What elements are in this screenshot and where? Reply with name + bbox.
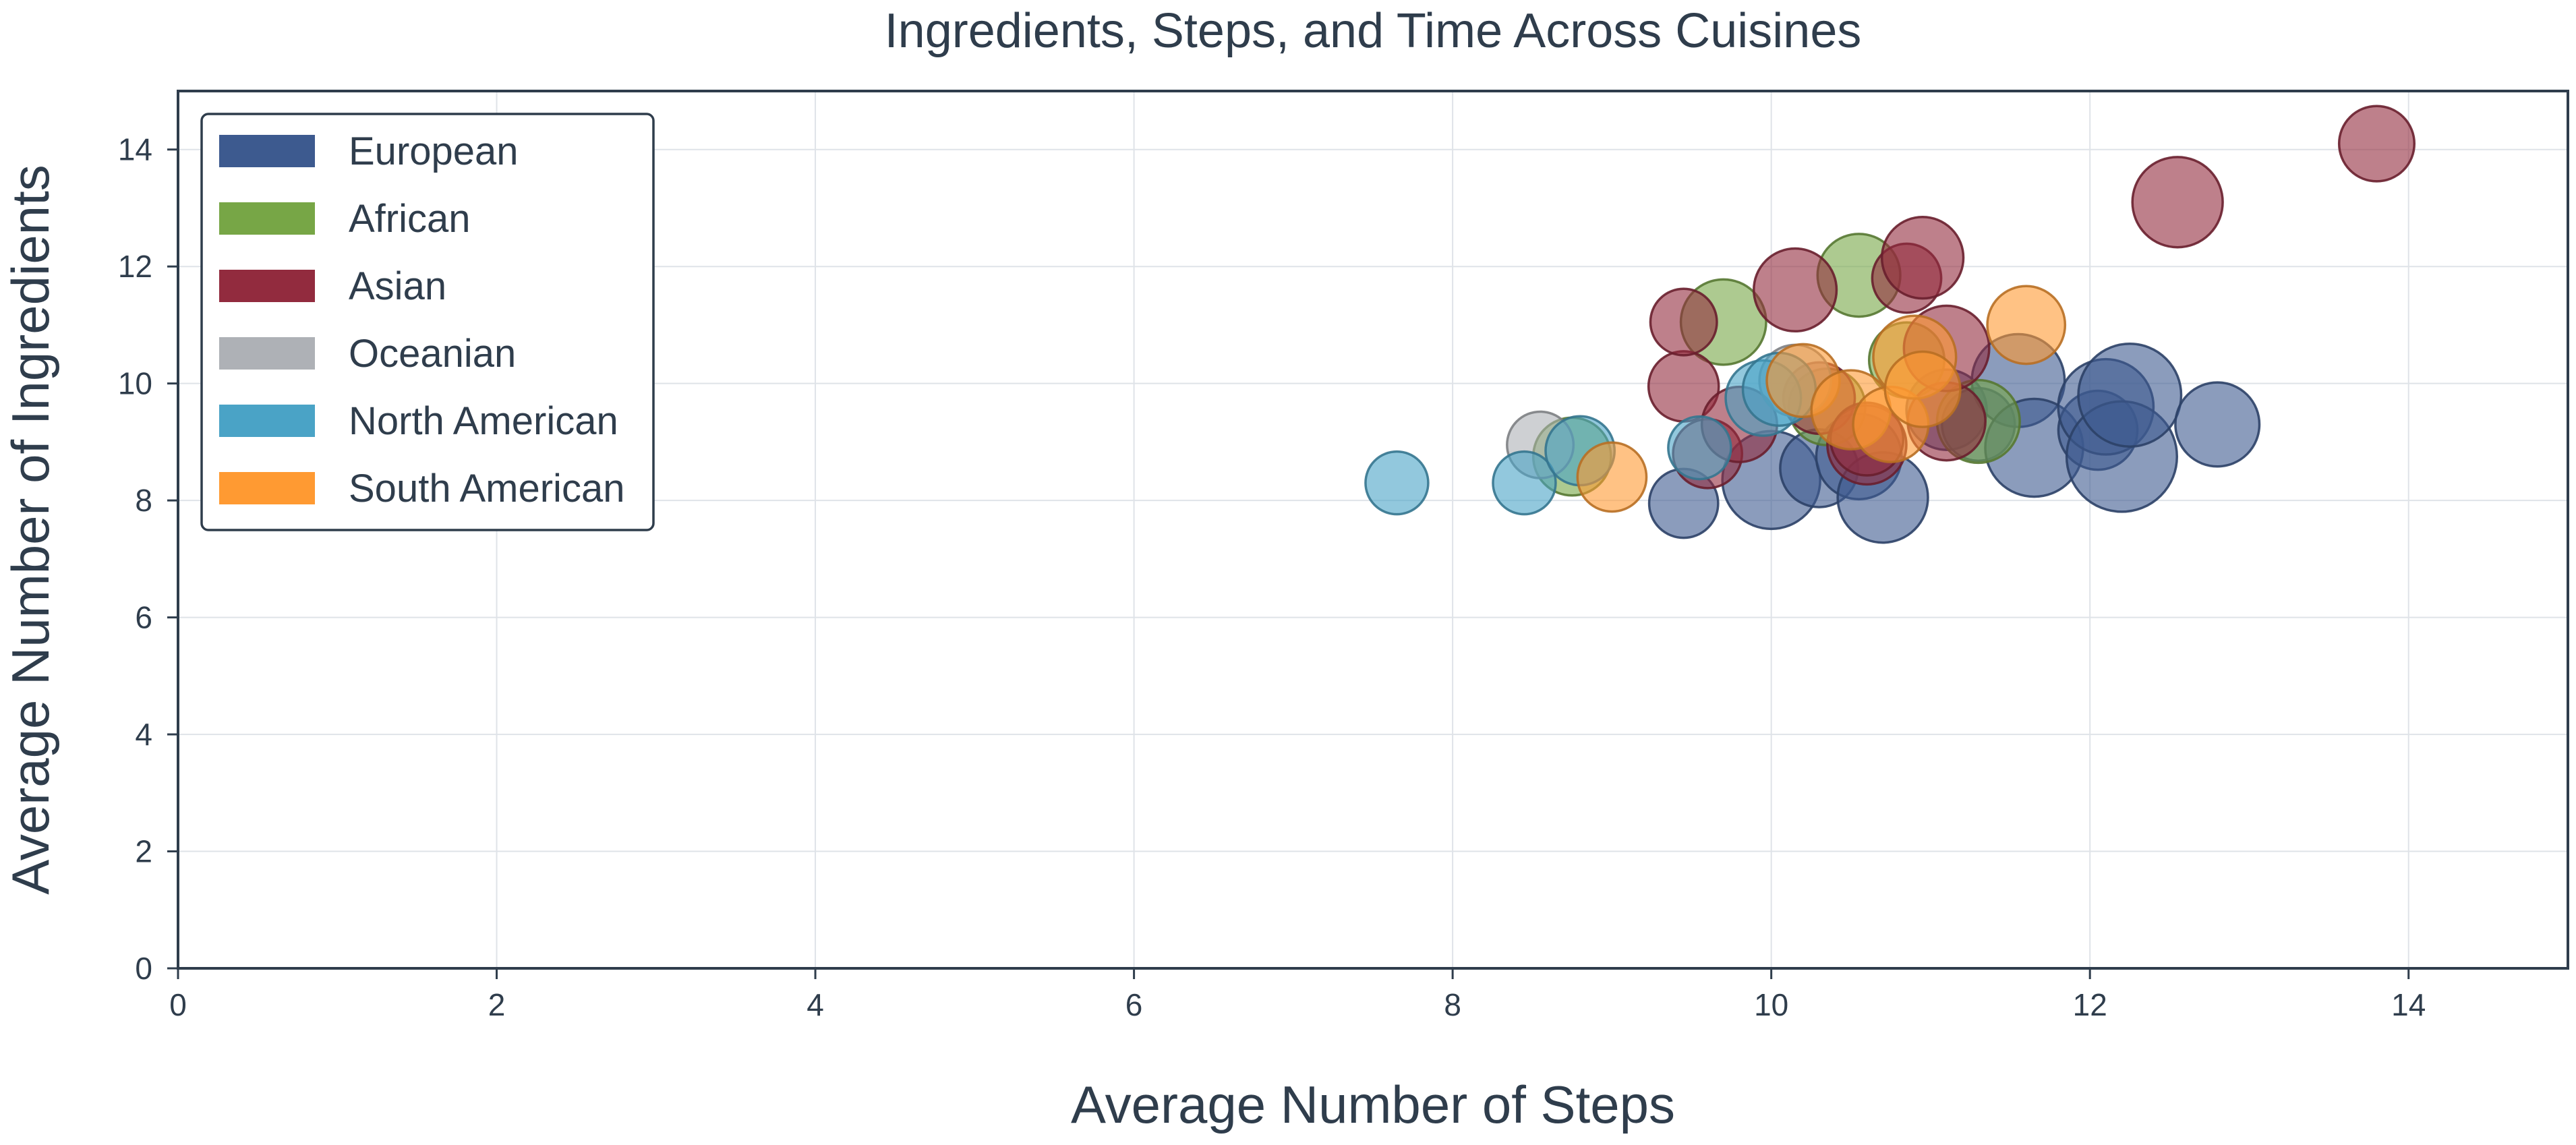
y-tick-label-4: 4 (135, 717, 152, 752)
point-european-13 (2077, 343, 2183, 448)
y-tick-label-8: 8 (135, 483, 152, 518)
x-tick-label-0: 0 (169, 987, 187, 1022)
legend-swatch-south-american (219, 472, 315, 504)
legend: European African Asian Oceanian North Americ… (200, 113, 655, 531)
legend-label-north-american: North American (349, 399, 618, 443)
point-european-14 (2174, 381, 2261, 468)
legend-swatch-african (219, 202, 315, 235)
legend-label-european: European (349, 129, 519, 173)
point-south-american-7 (1986, 285, 2067, 365)
x-tick-label-2: 2 (488, 987, 506, 1022)
x-tick-label-12: 12 (2073, 987, 2107, 1022)
x-tick-label-6: 6 (1125, 987, 1143, 1022)
point-asian-5 (1752, 247, 1838, 333)
chart-title: Ingredients, Steps, and Time Across Cuis… (885, 4, 1862, 58)
point-asian-13 (2131, 156, 2224, 249)
x-tick-label-10: 10 (1754, 987, 1788, 1022)
legend-swatch-asian (219, 270, 315, 302)
y-tick-label-10: 10 (118, 366, 152, 401)
legend-label-asian: Asian (349, 264, 446, 308)
point-asian-10 (1880, 215, 1965, 300)
point-north-american-4 (1667, 415, 1732, 481)
legend-swatch-north-american (219, 405, 315, 437)
y-tick-label-12: 12 (118, 249, 152, 284)
x-tick-label-8: 8 (1444, 987, 1461, 1022)
y-tick-label-0: 0 (135, 951, 152, 986)
point-south-american-1 (1576, 441, 1648, 513)
y-tick-label-2: 2 (135, 834, 152, 869)
plot-border (177, 90, 2569, 970)
legend-label-oceanian: Oceanian (349, 332, 516, 376)
series-south-american (1576, 285, 2067, 513)
legend-swatch-oceanian (219, 337, 315, 370)
legend-label-south-american: South American (349, 467, 624, 510)
point-north-american-2 (1492, 450, 1557, 516)
ticks-layer: 0 2 4 6 8 10 12 14 0 2 4 6 8 10 12 14 (118, 132, 2426, 1022)
y-tick-label-14: 14 (118, 132, 152, 167)
y-axis-label: Average Number of Ingredients (1, 165, 60, 895)
x-tick-label-14: 14 (2391, 987, 2426, 1022)
legend-swatch-european (219, 135, 315, 167)
x-tick-label-4: 4 (807, 987, 824, 1022)
y-tick-label-6: 6 (135, 600, 152, 635)
points-layer (1364, 105, 2416, 544)
point-south-american-6 (1883, 350, 1962, 428)
point-asian-14 (2337, 105, 2416, 183)
point-asian-2 (1649, 287, 1718, 357)
point-north-american-1 (1364, 450, 1430, 516)
legend-label-african: African (349, 197, 471, 241)
x-axis-label: Average Number of Steps (1071, 1075, 1675, 1134)
